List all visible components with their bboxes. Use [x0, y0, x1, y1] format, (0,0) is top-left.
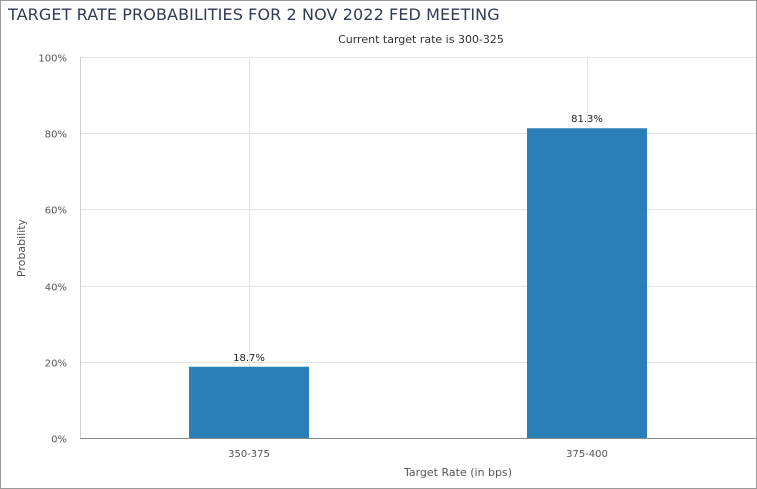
data-label: 18.7%: [233, 353, 265, 364]
y-tick-label: 0%: [51, 435, 67, 446]
axis-layer: 0% 20% 40% 60% 80% 100% 350-375 375-400: [38, 54, 756, 460]
y-tick-label: 60%: [45, 206, 67, 217]
y-tick-label: 100%: [38, 54, 67, 65]
y-tick-label: 20%: [45, 359, 67, 370]
y-axis-title: Probability: [15, 218, 28, 277]
bar-350-375: [189, 366, 309, 438]
bar-layer: [189, 128, 647, 438]
chart-subtitle: Current target rate is 300-325: [338, 33, 504, 46]
chart-title: TARGET RATE PROBABILITIES FOR 2 NOV 2022…: [8, 5, 500, 24]
y-tick-label: 40%: [45, 283, 67, 294]
x-axis-title: Target Rate (in bps): [403, 466, 512, 479]
x-tick-label: 375-400: [566, 449, 608, 460]
data-label: 81.3%: [571, 114, 603, 125]
x-tick-label: 350-375: [228, 449, 270, 460]
bar-375-400: [527, 128, 647, 438]
grid-layer: [80, 57, 756, 438]
y-tick-label: 80%: [45, 130, 67, 141]
label-layer: 18.7% 81.3%: [233, 114, 603, 364]
